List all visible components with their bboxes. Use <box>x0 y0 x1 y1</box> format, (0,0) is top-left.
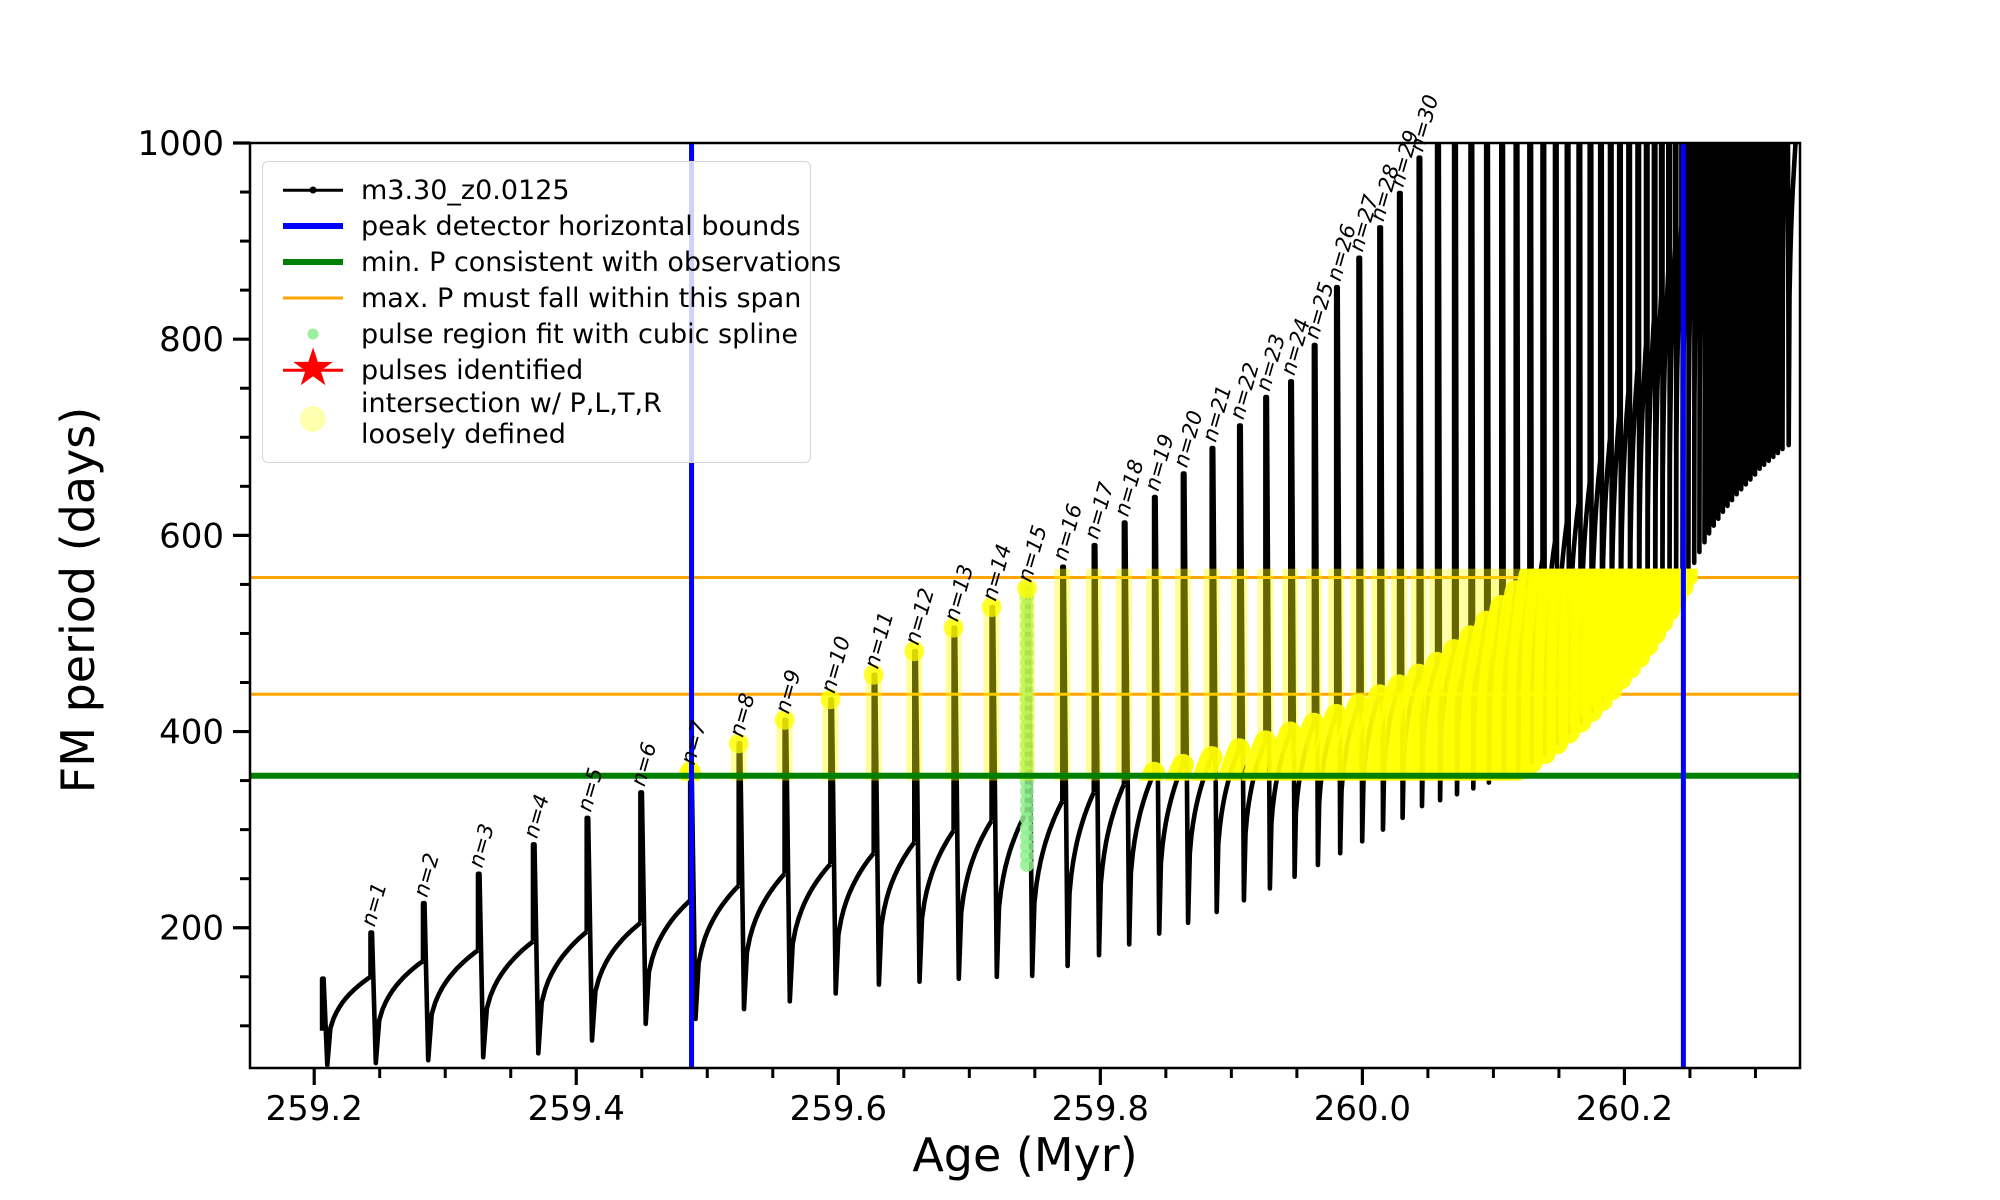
series-line-icon <box>275 172 351 208</box>
intersection-layer <box>679 568 1698 781</box>
y-tick-label: 600 <box>159 516 224 556</box>
intersection-arc <box>1492 580 1527 781</box>
y-tick-label: 800 <box>159 320 224 360</box>
legend-entry-label: m3.30_z0.0125 <box>361 174 570 206</box>
x-tick-label: 260.2 <box>1576 1089 1673 1129</box>
plot-spines <box>248 141 1802 1070</box>
legend-entry: pulse region fit with cubic spline <box>275 316 798 352</box>
intersection-arc <box>1265 721 1302 781</box>
legend-entry-label: max. P must fall within this span <box>361 282 802 314</box>
legend-entry: peak detector horizontal bounds <box>275 208 801 244</box>
legend-entry: ★ pulses identified <box>275 342 798 394</box>
legend-entry: max. P must fall within this span <box>275 280 802 316</box>
intersection-spike-tip-dot <box>863 664 884 685</box>
x-tick-label: 260.0 <box>1314 1089 1411 1129</box>
y-axis-title: FM period (days) <box>51 406 105 794</box>
intersection-arc <box>1546 568 1573 755</box>
intersection-arc <box>1217 738 1251 781</box>
intersection-arc <box>1392 663 1430 781</box>
legend-entry: m3.30_z0.0125 <box>275 172 798 208</box>
intersection-arc <box>1557 568 1584 744</box>
y-tick-label: 200 <box>159 909 224 949</box>
intersection-arc <box>1331 694 1370 781</box>
legend-entry: min. P consistent with observations <box>275 244 841 280</box>
intersection-arc <box>1411 651 1449 781</box>
intersection-spike-tip-dot <box>820 689 841 710</box>
intersection-arc <box>1373 674 1411 781</box>
intersection-spike-tip-dot <box>904 641 925 662</box>
intersection-arc <box>1191 746 1223 781</box>
intersection-spike-tip-dot <box>981 596 1002 617</box>
legend-entry-label: min. P consistent with observations <box>361 246 842 278</box>
y-tick-label: 1000 <box>137 124 224 164</box>
intersection-arc <box>1310 703 1348 781</box>
intersection-arc <box>1507 568 1541 781</box>
x-tick-label: 259.6 <box>790 1089 887 1129</box>
x-tick-label: 259.4 <box>528 1089 625 1129</box>
intersection-arc <box>1429 639 1466 781</box>
x-tick-label: 259.8 <box>1052 1089 1149 1129</box>
intersection-arc <box>1477 595 1513 781</box>
legend-entry-label: pulse region fit with cubic spline <box>361 318 798 350</box>
x-axis-title: Age (Myr) <box>912 1128 1138 1182</box>
thin-line-icon <box>275 280 351 316</box>
legend-entry-label: pulses identified <box>361 354 584 386</box>
intersection-arc <box>1352 684 1391 781</box>
dot-marker-icon <box>275 316 351 352</box>
legend-entry-label: peak detector horizontal bounds <box>361 210 801 242</box>
thick-line-icon <box>275 208 351 244</box>
intersection-spike-tip-dot <box>1016 578 1037 599</box>
intersection-arc <box>1446 625 1482 781</box>
thick-line-icon <box>275 244 351 280</box>
axes: 259.2 259.4 259.6 259.8 260.0 260.2 200 400 600 8… <box>137 124 1802 1129</box>
intersection-spike-tip-dot <box>943 617 964 638</box>
y-tick-label: 400 <box>159 713 224 753</box>
star-marker-icon: ★ <box>275 342 351 394</box>
intersection-arc <box>1462 610 1498 781</box>
legend-entry: intersection w/ P,L,T,R loosely defined <box>275 388 798 450</box>
intersection-spike-tip-dot <box>774 709 795 730</box>
x-tick-label: 259.2 <box>266 1089 363 1129</box>
intersection-spike-tip-dot <box>728 733 749 754</box>
big-dot-marker-icon <box>275 401 351 437</box>
spline-fit-dots <box>1019 581 1034 872</box>
intersection-arc <box>1288 712 1325 781</box>
legend-entry-label: intersection w/ P,L,T,R loosely defined <box>361 388 662 450</box>
